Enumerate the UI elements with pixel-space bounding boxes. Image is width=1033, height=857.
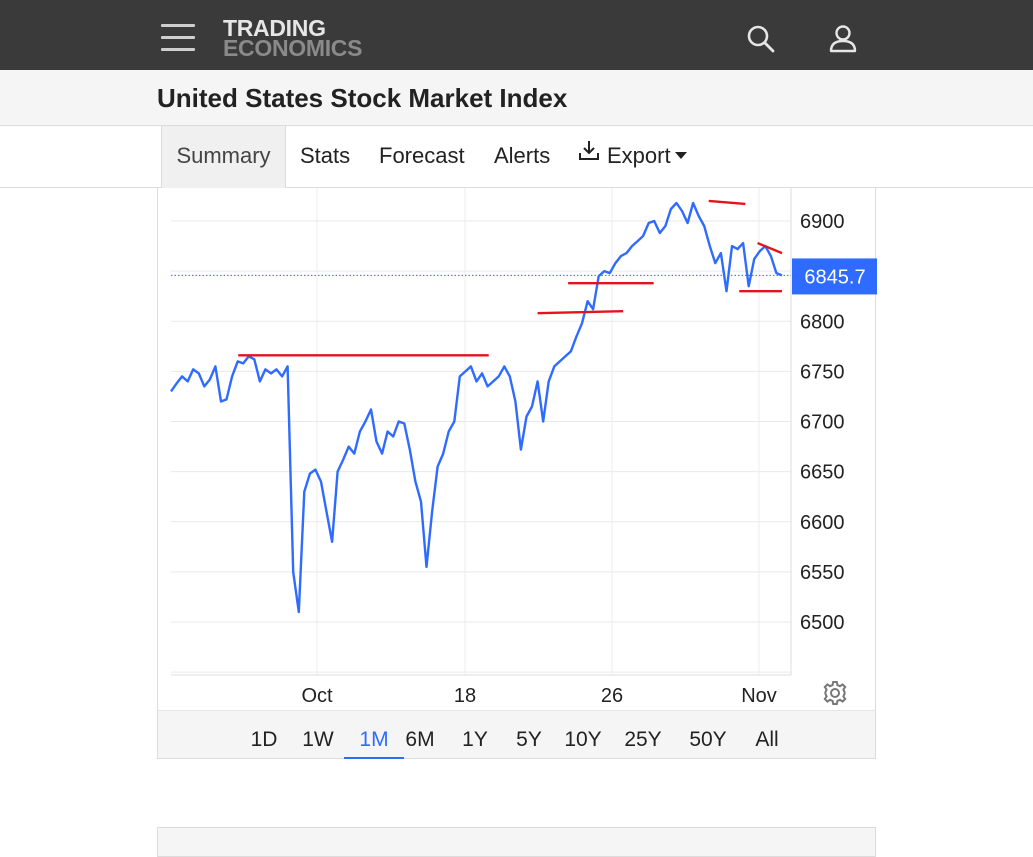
bottom-panel: [157, 827, 876, 857]
tab-export[interactable]: Export: [577, 126, 687, 187]
tab-forecast[interactable]: Forecast: [379, 126, 465, 187]
y-tick-label: 6900: [800, 211, 845, 233]
x-tick-label: Oct: [301, 685, 333, 707]
y-tick-label: 6550: [800, 562, 845, 584]
annotation-line: [537, 310, 624, 315]
annotation-line: [757, 241, 783, 255]
tab-summary-label: Summary: [176, 143, 271, 168]
hamburger-menu-icon[interactable]: [161, 24, 195, 51]
tab-alerts[interactable]: Alerts: [494, 126, 550, 187]
y-tick-label: 6750: [800, 361, 845, 383]
range-button-10y[interactable]: 10Y: [564, 728, 602, 751]
range-button-1m[interactable]: 1M: [344, 711, 404, 759]
range-button-1d[interactable]: 1D: [250, 728, 278, 751]
range-button-1w[interactable]: 1W: [302, 728, 334, 751]
tab-summary[interactable]: Summary: [161, 126, 286, 188]
range-button-1y[interactable]: 1Y: [462, 728, 488, 751]
tab-stats-label: Stats: [300, 143, 351, 168]
series-line: [170, 201, 783, 614]
user-icon[interactable]: [828, 24, 858, 54]
top-navigation-bar: TRADING ECONOMICS: [0, 0, 1033, 70]
chevron-down-icon: [674, 152, 687, 160]
range-button-5y[interactable]: 5Y: [516, 728, 542, 751]
title-bar: United States Stock Market Index: [0, 70, 1033, 126]
range-button-25y[interactable]: 25Y: [624, 728, 662, 751]
x-tick-label: 18: [454, 685, 476, 707]
gear-icon[interactable]: [822, 680, 848, 706]
logo-line1: TRADING: [223, 15, 326, 41]
page-title: United States Stock Market Index: [157, 83, 568, 113]
download-icon: [577, 125, 601, 185]
annotation-line: [708, 199, 746, 206]
tab-alerts-label: Alerts: [494, 143, 551, 168]
current-value-label: 6845.7: [804, 266, 865, 288]
price-chart[interactable]: 6500 6550 6600 6650 6700 6750 6800 6900 Oct 18 26 N…: [158, 188, 877, 710]
tab-bar: Summary Stats Forecast Alerts Export: [0, 126, 1033, 188]
x-tick-label: 26: [601, 685, 623, 707]
tab-export-label: Export: [607, 143, 671, 168]
y-tick-label: 6800: [800, 311, 845, 333]
search-icon[interactable]: [746, 24, 776, 54]
tab-stats[interactable]: Stats: [300, 126, 350, 187]
x-tick-label: Nov: [741, 685, 777, 707]
y-tick-label: 6500: [800, 612, 845, 634]
tab-forecast-label: Forecast: [379, 143, 465, 168]
y-tick-label: 6650: [800, 462, 845, 484]
y-tick-label: 6600: [800, 512, 845, 534]
logo-line2: ECONOMICS: [223, 35, 363, 61]
range-button-all[interactable]: All: [755, 728, 779, 751]
range-button-50y[interactable]: 50Y: [689, 728, 727, 751]
chart-container: 6500 6550 6600 6650 6700 6750 6800 6900 Oct 18 26 N…: [157, 188, 877, 759]
current-value-badge: [792, 258, 877, 295]
range-button-6m[interactable]: 6M: [405, 728, 435, 751]
y-tick-label: 6700: [800, 412, 845, 434]
time-range-bar: 1D 1W 1M 6M 1Y 5Y 10Y 25Y 50Y All: [157, 710, 876, 759]
site-logo[interactable]: TRADING ECONOMICS: [223, 15, 363, 61]
